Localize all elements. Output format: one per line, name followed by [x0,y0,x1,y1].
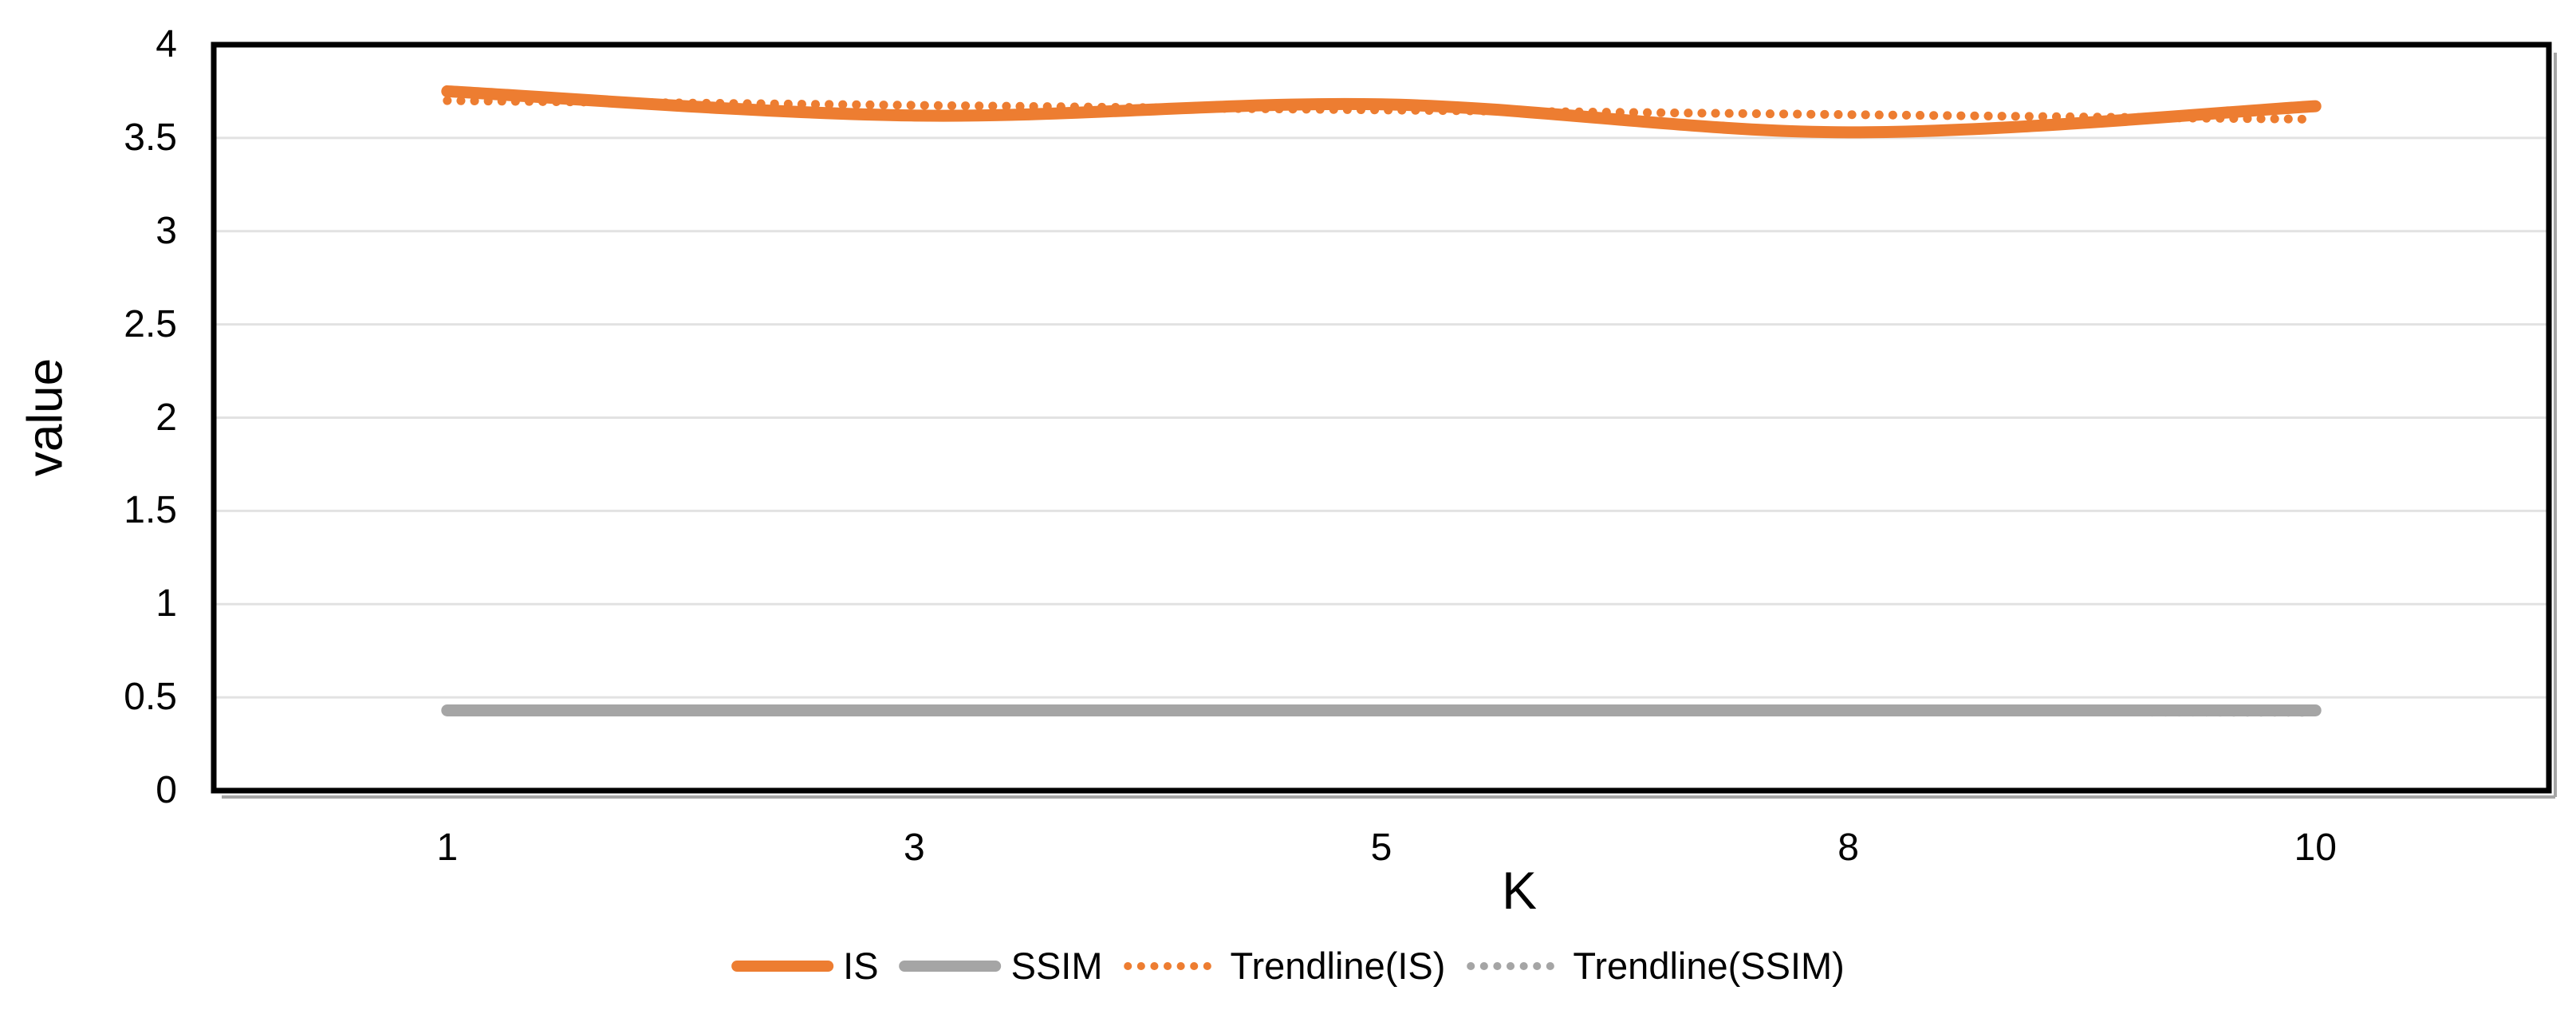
legend-item-trendline-ssim: Trendline(SSIM) [1466,944,1845,988]
legend-item-ssim: SSIM [899,944,1103,988]
y-tick-label: 2.5 [124,302,177,345]
x-tick-label: 10 [2294,827,2337,869]
y-tick-label: 1 [156,582,177,625]
plot-border [211,41,2552,794]
legend-label: IS [843,945,879,987]
x-tick-label: 8 [1837,827,1859,869]
legend-swatch-dotted-line-icon [1467,961,1563,970]
x-tick-label: 1 [436,827,459,869]
series-line-trendline-is [443,96,2320,124]
x-tick-label: 3 [904,827,925,869]
y-tick-label: 0 [156,769,177,811]
legend: IS SSIM Trendline(IS) Trendline(SSIM) [731,944,1845,988]
y-tick-label: 1.5 [124,489,177,532]
y-tick-label: 2 [156,396,177,439]
x-axis-title: K [1501,861,1538,920]
legend-item-is: IS [731,944,879,988]
series-line-is [441,85,2322,139]
legend-label: Trendline(SSIM) [1573,945,1845,987]
y-tick-label: 4 [156,23,177,65]
y-tick-label: 3.5 [124,116,177,159]
legend-swatch-solid-line-icon [731,960,834,972]
legend-item-trendline-is: Trendline(IS) [1124,944,1446,988]
legend-label: SSIM [1010,945,1103,987]
y-tick-label: 0.5 [124,676,177,719]
legend-label: Trendline(IS) [1230,945,1446,987]
y-tick-label: 3 [156,209,177,252]
legend-swatch-solid-line-icon [899,960,1002,972]
x-tick-label: 5 [1370,827,1392,869]
legend-swatch-dotted-line-icon [1124,961,1220,970]
